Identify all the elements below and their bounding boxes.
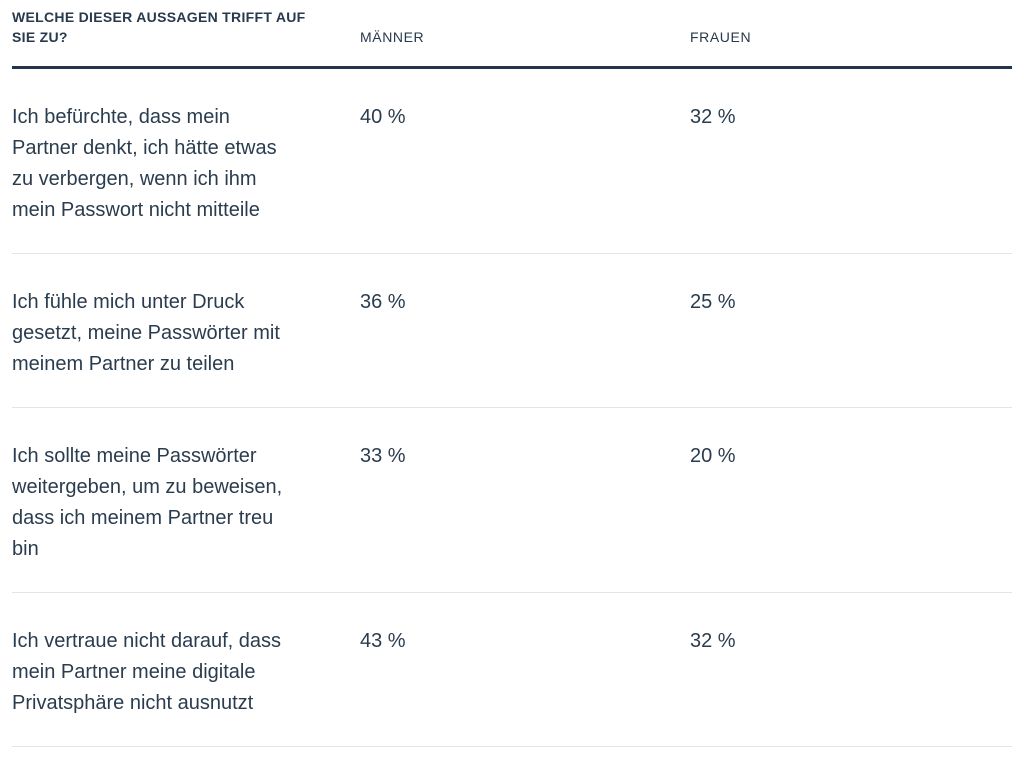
table-row: Ich sollte meine Passwörter weitergeben,… xyxy=(12,408,1012,593)
table-row: Ich befürchte, dass mein Partner denkt, … xyxy=(12,69,1012,254)
frauen-value: 20 % xyxy=(690,445,736,467)
maenner-value: 33 % xyxy=(360,445,406,467)
statement-text: Ich vertraue nicht darauf, dass mein Par… xyxy=(12,630,282,714)
table-header-row: WELCHE DIESER AUSSAGEN TRIFFT AUF SIE ZU… xyxy=(12,0,1012,69)
maenner-value: 40 % xyxy=(360,106,406,128)
question-column-header: WELCHE DIESER AUSSAGEN TRIFFT AUF SIE ZU… xyxy=(12,9,306,45)
maenner-value: 43 % xyxy=(360,630,406,652)
frauen-value: 25 % xyxy=(690,291,736,313)
statement-text: Ich fühle mich unter Druck gesetzt, mein… xyxy=(12,291,280,375)
maenner-value: 36 % xyxy=(360,291,406,313)
frauen-value: 32 % xyxy=(690,106,736,128)
statement-text: Ich sollte meine Passwörter weitergeben,… xyxy=(12,445,283,560)
frauen-column-header: FRAUEN xyxy=(690,29,752,45)
statement-text: Ich befürchte, dass mein Partner denkt, … xyxy=(12,106,277,221)
table-row: Ich fühle mich unter Druck gesetzt, mein… xyxy=(12,254,1012,408)
maenner-column-header: MÄNNER xyxy=(360,29,425,45)
frauen-value: 32 % xyxy=(690,630,736,652)
table-row: Ich vertraue nicht darauf, dass mein Par… xyxy=(12,593,1012,747)
survey-table: WELCHE DIESER AUSSAGEN TRIFFT AUF SIE ZU… xyxy=(12,0,1012,747)
